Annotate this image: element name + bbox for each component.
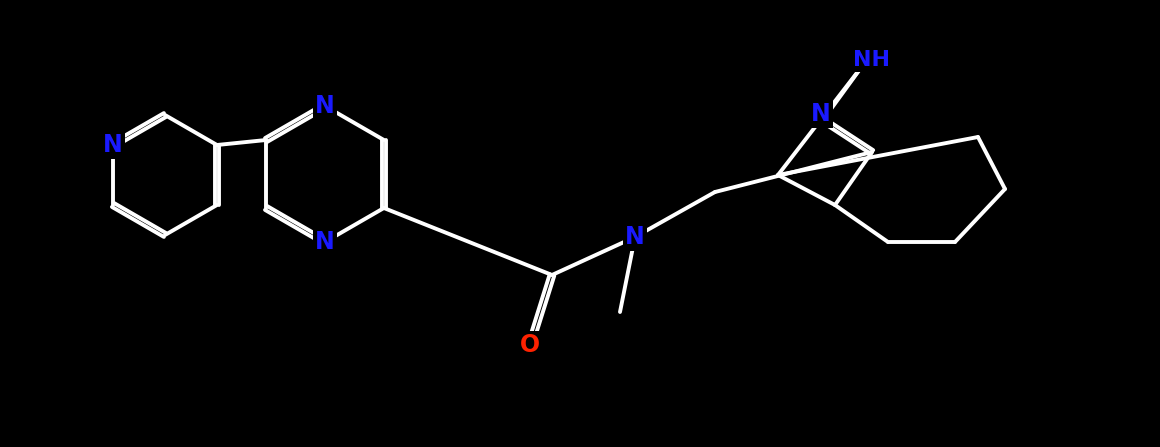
- Text: N: N: [625, 225, 645, 249]
- Text: NH: NH: [853, 50, 890, 70]
- Text: N: N: [316, 230, 335, 254]
- Text: O: O: [520, 333, 541, 357]
- Text: N: N: [103, 133, 123, 157]
- Text: N: N: [316, 94, 335, 118]
- Text: N: N: [811, 102, 831, 126]
